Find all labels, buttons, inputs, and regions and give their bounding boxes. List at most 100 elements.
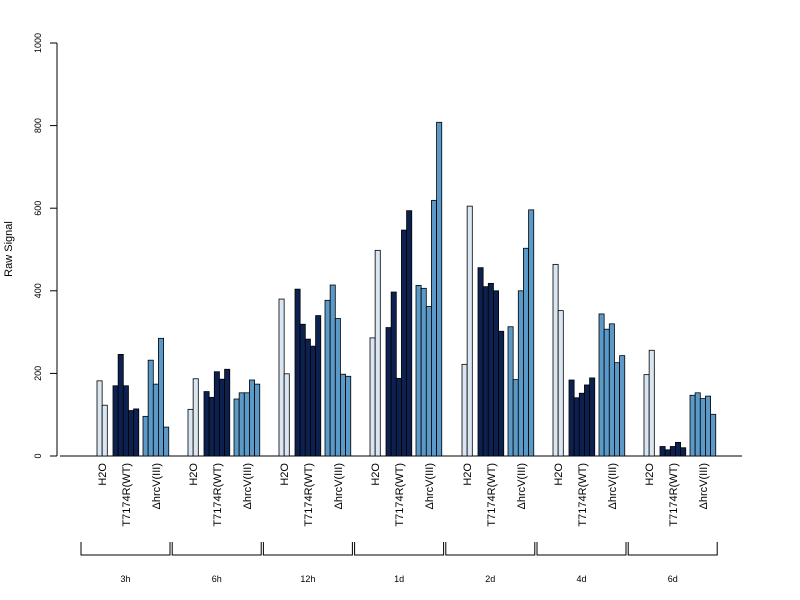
timepoint-bracket (445, 542, 536, 556)
bar (329, 284, 336, 457)
treatment-label: T7174R(WT) (394, 463, 406, 527)
bar (334, 318, 341, 457)
bar (304, 338, 311, 457)
treatment-label: ΔhrcV(III) (698, 463, 710, 509)
treatment-label: H2O (188, 463, 200, 486)
treatment-label: ΔhrcV(III) (333, 463, 345, 509)
bar (603, 328, 610, 457)
timepoint-bracket (171, 542, 262, 556)
bar (608, 323, 615, 457)
bar (158, 337, 164, 457)
bar (406, 210, 413, 457)
bar (133, 408, 140, 457)
bar (568, 379, 575, 457)
bar (147, 359, 154, 457)
bar (675, 441, 682, 457)
bar (557, 310, 564, 457)
bar (213, 371, 220, 457)
bar (219, 378, 225, 457)
bar (461, 363, 468, 457)
bar (142, 415, 149, 457)
bar (254, 383, 261, 457)
bar (310, 345, 317, 457)
bar (589, 377, 596, 457)
timepoint-label: 6d (668, 574, 678, 584)
bar (203, 391, 210, 457)
bar (395, 377, 402, 457)
treatment-label: H2O (553, 463, 565, 486)
timepoint-label: 6h (212, 574, 222, 584)
bar (680, 447, 687, 457)
bar (552, 263, 559, 457)
timepoint-bracket (627, 542, 718, 556)
treatment-label: T7174R(WT) (486, 463, 498, 527)
timepoint-label: 4d (576, 574, 586, 584)
bar (573, 397, 580, 457)
treatment-label: T7174R(WT) (212, 463, 224, 527)
bar (294, 288, 301, 457)
bar (187, 408, 194, 457)
treatment-label: T7174R(WT) (668, 463, 680, 527)
bar (324, 299, 331, 457)
y-tick-label: 400 (33, 283, 43, 298)
bar (699, 398, 706, 457)
treatment-label: ΔhrcV(III) (242, 463, 254, 509)
bar (96, 380, 103, 457)
bar (659, 446, 666, 457)
bar (415, 285, 422, 457)
bar (493, 290, 500, 457)
bar (436, 121, 443, 457)
bar (517, 290, 524, 457)
y-tick-label: 600 (33, 201, 43, 216)
bar (208, 396, 215, 457)
y-axis-label: Raw Signal (3, 221, 15, 277)
treatment-labels: H2O T7174R(WT) ΔhrcV(III) H2O T7174R(WT) Δhrc… (97, 463, 710, 527)
bar (238, 392, 245, 457)
bar (340, 373, 347, 457)
treatment-label: H2O (370, 463, 382, 486)
treatment-label: T7174R(WT) (303, 463, 315, 527)
bar (705, 395, 712, 457)
bar (619, 355, 626, 457)
bar (117, 354, 124, 457)
bar (152, 383, 159, 457)
bar (345, 375, 352, 457)
treatment-label: ΔhrcV(III) (607, 463, 619, 509)
treatment-label: H2O (97, 463, 109, 486)
timepoint-label: 2d (485, 574, 495, 584)
bar (390, 291, 397, 457)
bar (578, 392, 585, 457)
bar (283, 373, 290, 457)
bar (487, 282, 494, 457)
bar (477, 267, 484, 457)
bar (669, 446, 676, 457)
bar (598, 313, 605, 457)
timepoint-bracket (536, 542, 627, 556)
treatment-label: H2O (462, 463, 474, 486)
bar (192, 378, 199, 457)
timepoint-label: 3h (120, 574, 130, 584)
bar (482, 286, 489, 457)
timepoint-label: 12h (300, 574, 315, 584)
bar (528, 209, 535, 457)
bar (163, 426, 170, 457)
bar (466, 205, 473, 457)
bar (315, 315, 322, 457)
bar (523, 247, 530, 457)
timepoint-bracket (354, 542, 445, 556)
bar (233, 398, 240, 457)
treatment-label: H2O (644, 463, 656, 486)
bar (243, 392, 250, 457)
bar (112, 385, 119, 457)
bar (584, 384, 591, 457)
bar (278, 298, 285, 457)
bar (385, 327, 392, 457)
timepoint-brackets: 3h 6h 12h 1d 2d 4d 6d (80, 542, 718, 584)
timepoint-label: 1d (394, 574, 404, 584)
bar (689, 394, 696, 457)
timepoint-bracket (80, 542, 171, 556)
bar (420, 287, 427, 457)
bar (431, 199, 438, 457)
y-tick-label: 800 (33, 118, 43, 133)
